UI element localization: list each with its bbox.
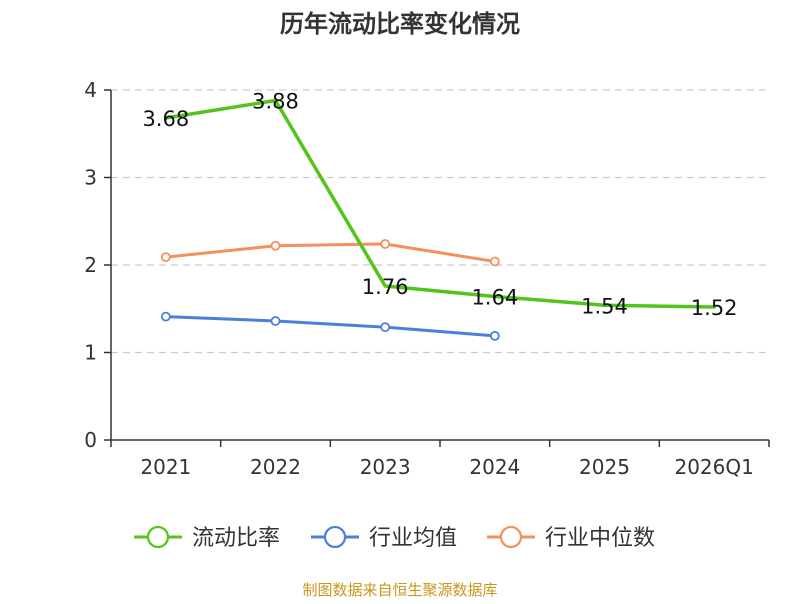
x-tick-label: 2022 (250, 455, 301, 479)
x-tick-label: 2026Q1 (674, 455, 753, 479)
chart-title: 历年流动比率变化情况 (280, 10, 520, 38)
y-tick-label: 4 (84, 78, 97, 102)
series-line (164, 242, 497, 263)
y-tick-label: 1 (84, 341, 97, 365)
legend-label: 行业均值 (369, 526, 457, 551)
data-point (160, 252, 171, 263)
source-note: 制图数据来自恒生聚源数据库 (302, 581, 497, 599)
x-tick-label: 2021 (140, 455, 191, 479)
data-point (270, 316, 281, 326)
data-labels: 3.68 3.88 1.76 1.64 1.54 1.52 (142, 90, 737, 321)
data-point (380, 239, 391, 249)
data-label: 1.52 (691, 296, 738, 320)
data-point (160, 311, 171, 322)
y-tick-label: 0 (84, 428, 97, 452)
legend-swatch-marker (499, 525, 523, 549)
y-tick-label: 2 (84, 253, 97, 277)
series-line (164, 315, 497, 338)
x-tick-label: 2024 (469, 455, 520, 479)
series-line (164, 98, 716, 309)
x-tick-label: 2023 (360, 455, 411, 479)
data-label: 3.88 (252, 90, 299, 114)
legend-label: 流动比率 (192, 526, 280, 551)
grid (111, 89, 769, 354)
legend-swatch-marker (323, 525, 347, 549)
x-tick-label: 2025 (579, 455, 630, 479)
data-point (380, 322, 391, 333)
legend-swatch-marker (146, 525, 170, 549)
data-label: 1.76 (362, 275, 409, 299)
data-point (270, 240, 281, 251)
series (160, 98, 716, 341)
data-label: 1.54 (581, 294, 628, 318)
data-label: 1.64 (471, 286, 518, 310)
y-tick-label: 3 (84, 166, 97, 190)
data-point (489, 256, 500, 267)
data-label: 3.68 (142, 107, 189, 131)
data-point (489, 330, 500, 341)
legend: 流动比率 行业均值 行业中位数 (134, 525, 655, 551)
legend-label: 行业中位数 (545, 526, 655, 551)
axes: 0 1 2 3 4 2021 2022 2023 2024 2025 2026Q1 (84, 78, 770, 479)
